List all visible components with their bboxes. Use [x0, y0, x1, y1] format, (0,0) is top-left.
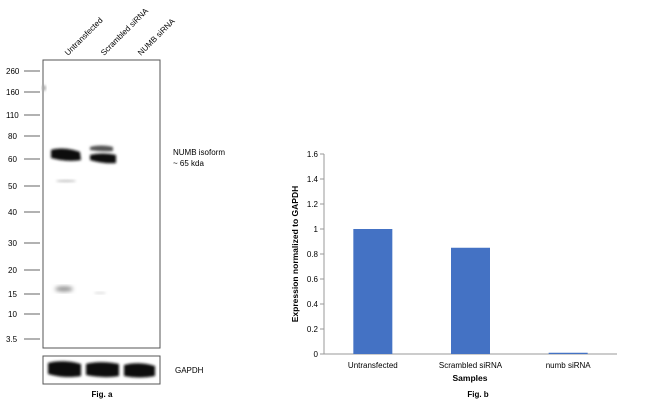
x-tick-group: Untransfected Scrambled siRNA numb siRNA	[348, 361, 591, 370]
marker-80: 80	[8, 132, 40, 141]
faint-trace-260	[42, 85, 46, 91]
band-untransfected	[51, 148, 81, 161]
marker-label: 3.5	[6, 335, 18, 344]
bar-numb-sirna	[548, 352, 588, 354]
y-tick-label: 0	[314, 350, 319, 359]
gapdh-band-2	[86, 362, 119, 378]
y-tick-group: 0 0.2 0.4 0.6 0.8 1 1.2 1.4 1.6	[307, 150, 324, 359]
marker-label: 40	[8, 208, 17, 217]
marker-label: 20	[8, 266, 17, 275]
caption-fig-a: Fig. a	[92, 390, 113, 399]
marker-30: 30	[8, 239, 40, 248]
faint-trace-15	[55, 286, 73, 292]
marker-60: 60	[8, 155, 40, 164]
bar-scrambled-sirna	[451, 247, 490, 354]
gapdh-band-1	[48, 361, 81, 378]
caption-fig-b: Fig. b	[467, 390, 488, 399]
blot-membrane	[42, 59, 161, 349]
marker-50: 50	[8, 182, 40, 191]
y-tick-label: 1.2	[307, 200, 319, 209]
y-tick-label: 0.6	[307, 275, 319, 284]
y-tick-label: 1.4	[307, 175, 319, 184]
marker-3-5: 3.5	[6, 335, 40, 344]
marker-label: 30	[8, 239, 17, 248]
band-label-size: ~ 65 kda	[173, 159, 204, 168]
marker-15: 15	[8, 290, 40, 299]
gapdh-label: GAPDH	[175, 366, 204, 375]
marker-10: 10	[8, 310, 40, 319]
marker-label: 15	[8, 290, 17, 299]
marker-20: 20	[8, 266, 40, 275]
marker-110: 110	[6, 111, 40, 120]
y-tick-label: 1.6	[307, 150, 319, 159]
marker-label: 260	[6, 67, 20, 76]
marker-label: 10	[8, 310, 17, 319]
band-scrambled-upper	[90, 145, 113, 152]
y-tick-label: 1	[314, 225, 319, 234]
bar-chart: 0 0.2 0.4 0.6 0.8 1 1.2 1.4 1.6 Untransfected Scr…	[290, 150, 617, 399]
marker-label: 110	[6, 111, 19, 120]
y-tick-label: 0.8	[307, 250, 319, 259]
marker-label: 50	[8, 182, 17, 191]
marker-label: 80	[8, 132, 17, 141]
x-tick-label: numb siRNA	[546, 361, 592, 370]
bar-untransfected	[353, 229, 393, 354]
lane-label-numb: NUMB siRNA	[136, 16, 177, 57]
faint-trace-50	[56, 179, 76, 183]
bar-group	[353, 229, 588, 354]
marker-label: 60	[8, 155, 17, 164]
gapdh-band-3	[124, 363, 155, 378]
marker-ladder: 260 160 110 80 60 50	[6, 67, 40, 344]
y-axis-title: Expression normalized to GAPDH	[290, 186, 300, 323]
marker-260: 260	[6, 67, 40, 76]
y-tick-label: 0.4	[307, 300, 319, 309]
band-label-numb: NUMB isoform	[173, 148, 225, 157]
western-blot-panel: Untransfected Scrambled siRNA NUMB siRNA…	[6, 6, 225, 399]
marker-40: 40	[8, 208, 40, 217]
numb-bands	[42, 85, 116, 294]
x-axis-title: Samples	[453, 373, 488, 383]
marker-label: 160	[6, 88, 20, 97]
x-tick-label: Scrambled siRNA	[439, 361, 503, 370]
marker-160: 160	[6, 88, 40, 97]
band-scrambled-main	[90, 153, 116, 164]
x-tick-label: Untransfected	[348, 361, 398, 370]
y-tick-label: 0.2	[307, 325, 319, 334]
faint-trace-15b	[94, 292, 106, 294]
